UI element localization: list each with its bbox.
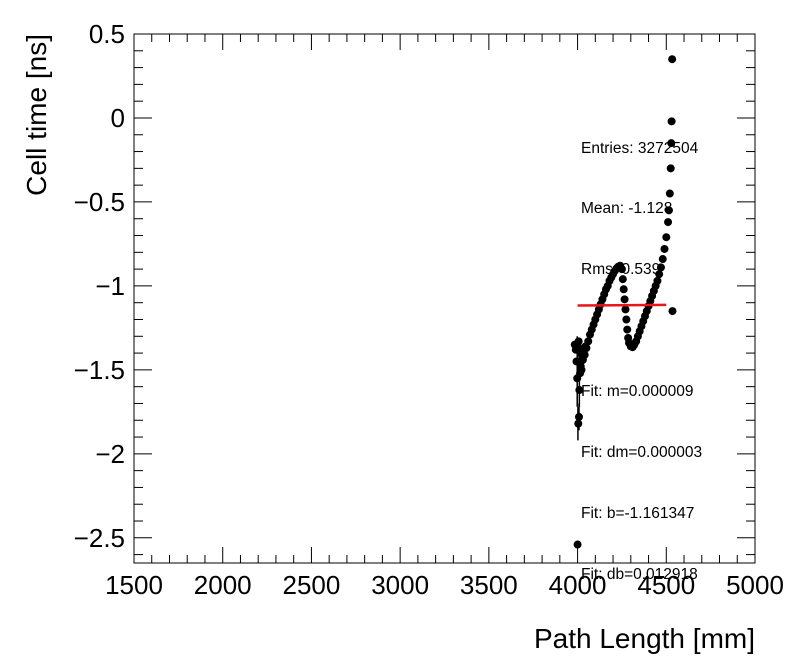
data-point [655, 270, 664, 279]
x-tick-label: 5000 [726, 570, 784, 600]
data-point [582, 344, 591, 353]
x-tick-label: 4000 [549, 570, 607, 600]
data-point [577, 365, 586, 374]
y-axis-title: Cell time [ns] [21, 34, 52, 196]
data-point [656, 263, 665, 272]
data-point [622, 315, 631, 324]
stats-mean: Mean: -1.128 [581, 200, 673, 218]
data-point [668, 55, 677, 64]
stats-fit-db: Fit: db=0.012918 [581, 565, 698, 583]
data-point [660, 244, 669, 253]
stats-rms: Rms: 0.539 [581, 261, 661, 279]
data-point [620, 295, 629, 304]
data-point [664, 206, 673, 215]
data-point [617, 265, 626, 274]
data-point [662, 233, 671, 242]
stats-box: Entries: 3272504 Mean: -1.128 Rms: 0.539… [581, 98, 702, 605]
y-tick-label: −0.5 [74, 187, 125, 217]
y-tick-label: −2.5 [74, 523, 125, 553]
x-tick-label: 4500 [637, 570, 695, 600]
data-point [618, 275, 627, 284]
data-point [667, 139, 676, 148]
x-tick-label: 1500 [105, 570, 163, 600]
stats-fit-dm: Fit: dm=0.000003 [581, 444, 703, 462]
y-tick-label: −2 [95, 439, 125, 469]
y-tick-label: 0.5 [89, 19, 125, 49]
x-tick-label: 2500 [283, 570, 341, 600]
stats-fit-b: Fit: b=-1.161347 [581, 504, 695, 522]
fit-line-group [577, 303, 667, 307]
data-point [574, 412, 583, 421]
plot-frame [133, 33, 756, 564]
data-point [664, 218, 673, 227]
y-tick-label: −1.5 [74, 355, 125, 385]
y-tick-label: 0 [111, 103, 125, 133]
data-point [667, 117, 676, 126]
stats-entries: Entries: 3272504 [581, 139, 699, 157]
data-point [574, 337, 583, 346]
data-point [573, 540, 582, 549]
stats-spacer [581, 321, 702, 341]
data-point [653, 276, 662, 285]
data-point [665, 189, 674, 198]
y-tick-label: −1 [95, 271, 125, 301]
x-tick-label: 3000 [371, 570, 429, 600]
x-tick-label: 3500 [460, 570, 518, 600]
data-point [658, 255, 667, 264]
axis-ticks [133, 33, 756, 563]
data-point [668, 307, 677, 316]
data-point [623, 325, 632, 334]
data-point [666, 164, 675, 173]
x-axis-title: Path Length [mm] [534, 623, 755, 654]
fit-line [577, 303, 667, 307]
data-point [575, 386, 584, 395]
data-point [580, 350, 589, 359]
data-point [621, 305, 630, 314]
stats-fit-m: Fit: m=0.000009 [581, 383, 694, 401]
tick-labels: 1500 2000 2500 3000 3500 4000 4500 5000 0.5 0 −0.5… [74, 19, 784, 600]
data-point [584, 337, 593, 346]
data-point [574, 419, 583, 428]
x-tick-label: 2000 [194, 570, 252, 600]
data-point [619, 285, 628, 294]
data-points [570, 55, 677, 549]
